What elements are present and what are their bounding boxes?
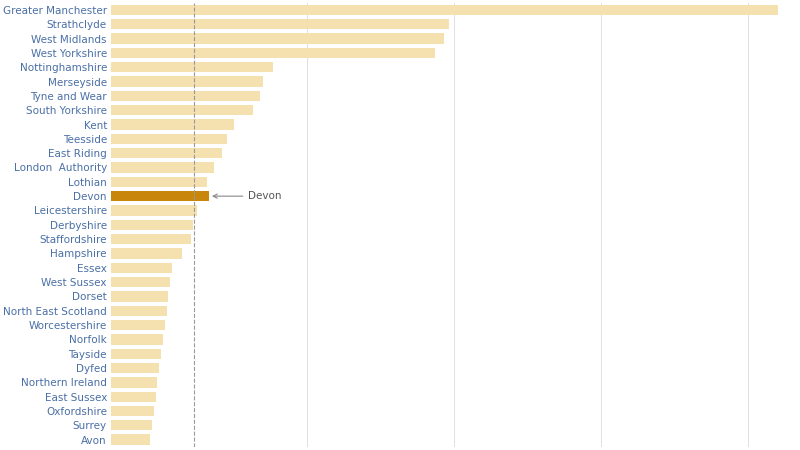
Bar xyxy=(111,277,170,287)
Bar xyxy=(111,334,163,345)
Bar xyxy=(111,205,198,216)
Bar xyxy=(111,148,222,158)
Bar xyxy=(111,48,434,58)
Bar xyxy=(111,320,165,330)
Text: Devon: Devon xyxy=(213,191,282,201)
Bar xyxy=(111,119,234,130)
Bar xyxy=(111,377,157,387)
Bar xyxy=(111,306,167,316)
Bar xyxy=(111,191,209,201)
Bar xyxy=(111,33,444,44)
Bar xyxy=(111,263,172,273)
Bar xyxy=(111,363,159,373)
Bar xyxy=(111,435,150,445)
Bar xyxy=(111,62,273,72)
Bar xyxy=(111,248,182,259)
Bar xyxy=(111,291,168,302)
Bar xyxy=(111,177,207,187)
Bar xyxy=(111,392,156,402)
Bar xyxy=(111,220,194,230)
Bar xyxy=(111,76,263,87)
Bar xyxy=(111,105,254,115)
Bar xyxy=(111,19,450,29)
Bar xyxy=(111,234,191,244)
Bar xyxy=(111,5,778,15)
Bar xyxy=(111,420,152,431)
Bar xyxy=(111,91,260,101)
Bar xyxy=(111,349,161,359)
Bar xyxy=(111,406,154,416)
Bar xyxy=(111,162,214,173)
Bar xyxy=(111,134,226,144)
